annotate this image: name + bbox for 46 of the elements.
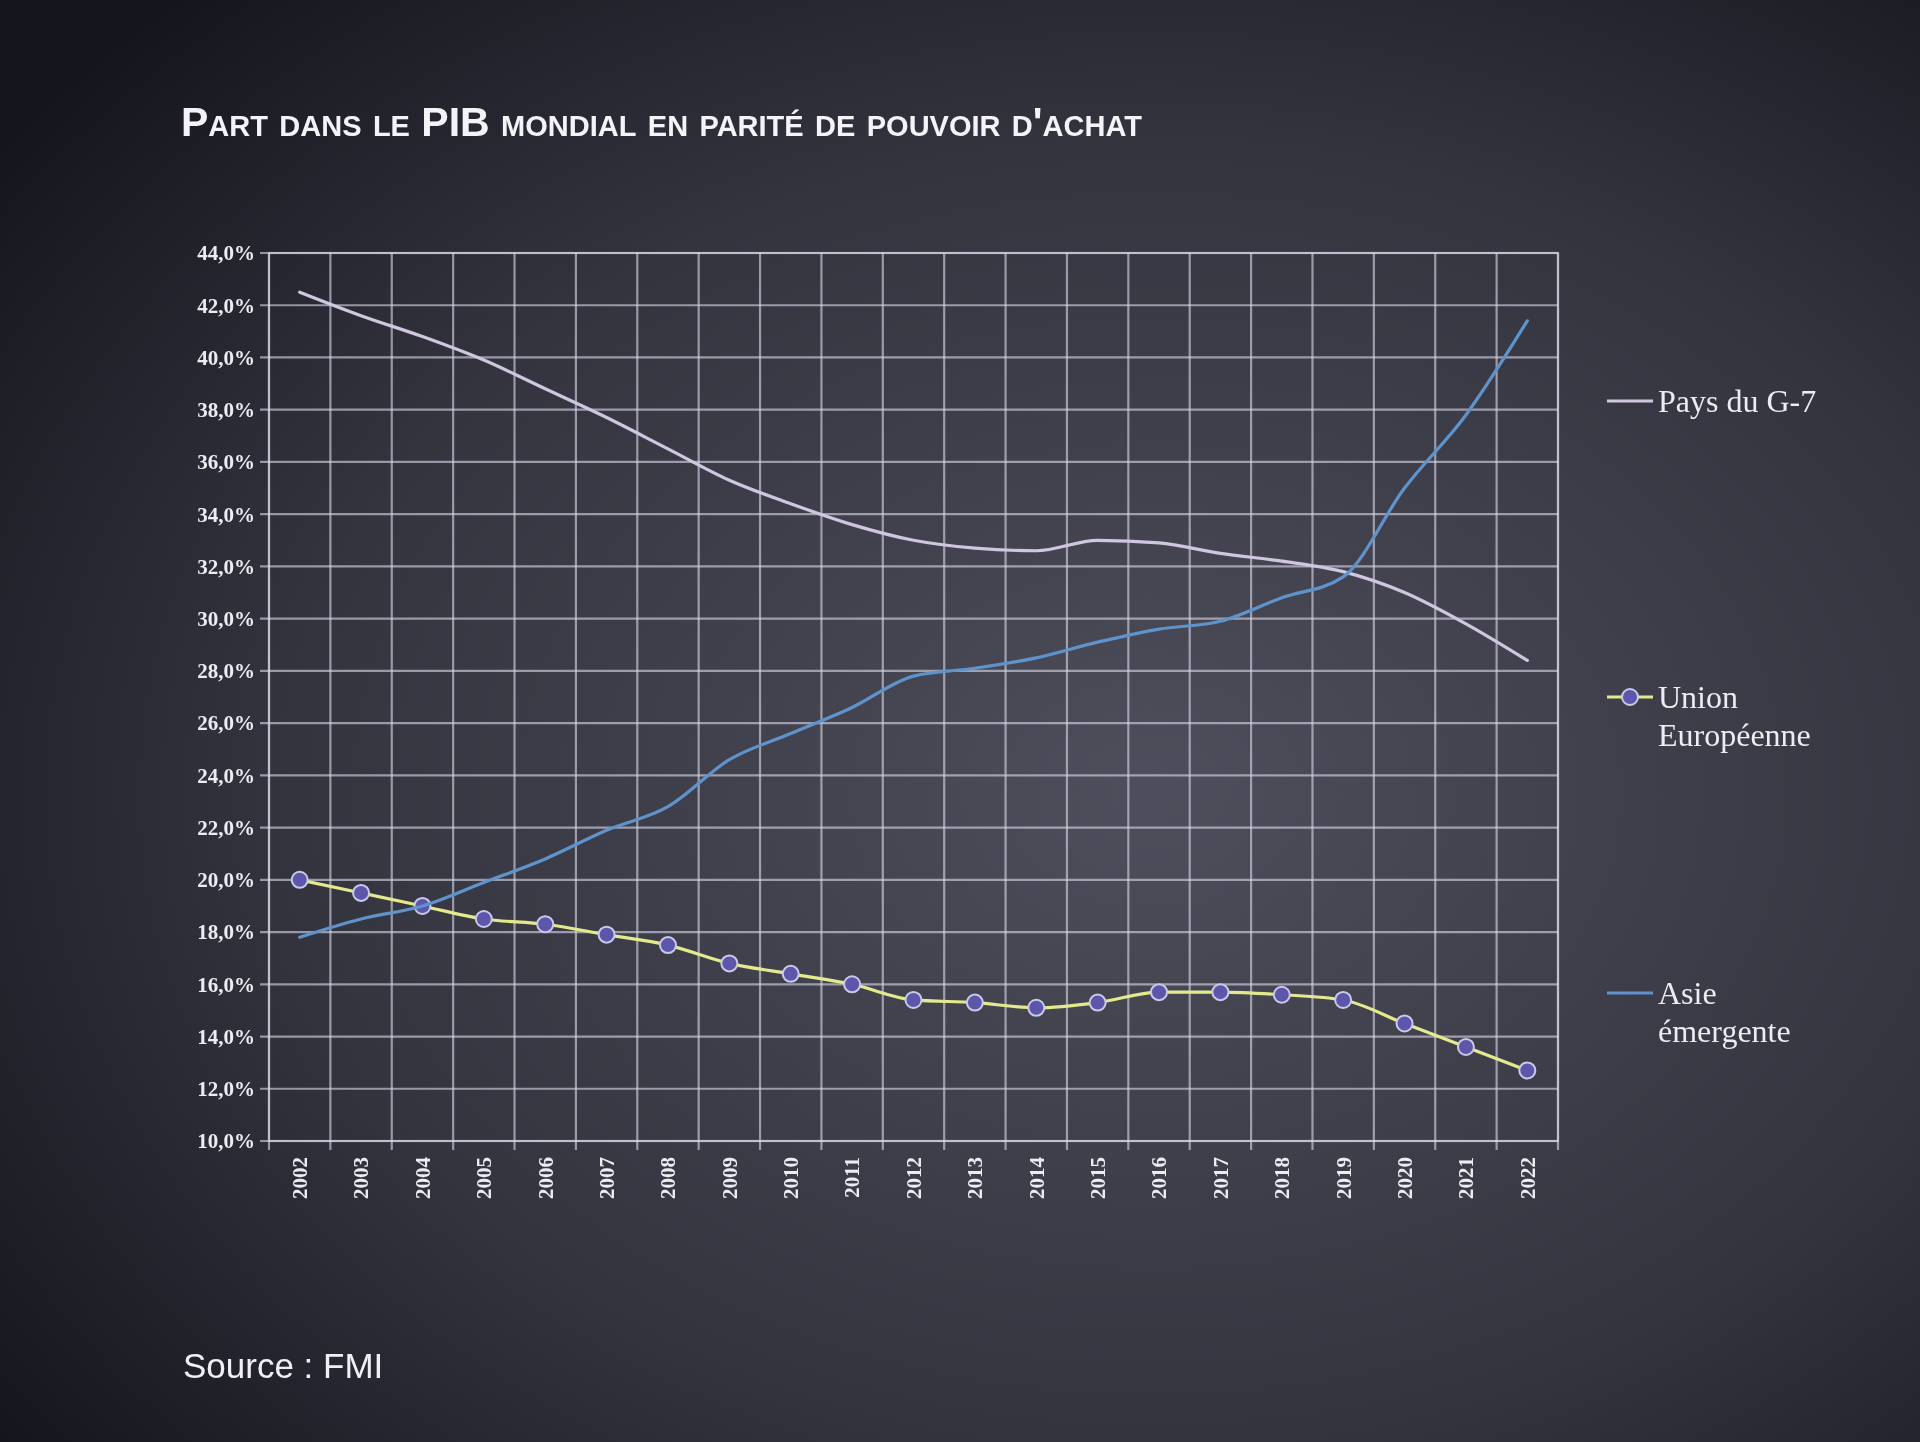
line-series <box>298 319 1529 939</box>
y-tick-label: 10,0% <box>197 1129 255 1154</box>
y-tick-label: 24,0% <box>197 763 255 788</box>
y-tick-label: 44,0% <box>197 241 255 266</box>
y-tick-label: 34,0% <box>197 502 255 527</box>
x-tick-label: 2016 <box>1147 1157 1172 1199</box>
y-tick-label: 30,0% <box>197 607 255 631</box>
x-tick-label: 2014 <box>1024 1156 1049 1199</box>
y-tick-label: 32,0% <box>197 554 255 579</box>
y-tick-label: 42,0% <box>197 293 255 318</box>
x-tick-label: 2007 <box>594 1157 619 1199</box>
x-tick-label: 2005 <box>472 1157 497 1199</box>
y-tick-label: 12,0% <box>197 1077 255 1102</box>
x-tick-label: 2022 <box>1515 1157 1540 1199</box>
x-tick-label: 2021 <box>1454 1157 1479 1199</box>
x-tick-label: 2008 <box>656 1157 681 1199</box>
x-tick-label: 2015 <box>1085 1157 1110 1199</box>
y-tick-label: 14,0% <box>197 1024 255 1049</box>
y-tick-label: 22,0% <box>197 815 255 840</box>
x-tick-label: 2003 <box>349 1157 374 1199</box>
x-tick-label: 2012 <box>901 1157 926 1199</box>
source-note: Source : FMI <box>183 1346 384 1385</box>
x-tick-label: 2018 <box>1270 1157 1295 1199</box>
y-tick-label: 26,0% <box>197 711 255 736</box>
y-tick-label: 38,0% <box>197 398 255 423</box>
chart-title: Part dans le PIB mondial en parité de pouvoir d'achat <box>181 99 1143 145</box>
legend-label: Asie émergente <box>1658 975 1791 1049</box>
x-tick-label: 2004 <box>410 1156 435 1199</box>
x-tick-label: 2002 <box>288 1157 313 1199</box>
y-tick-label: 36,0% <box>197 450 255 475</box>
x-tick-label: 2020 <box>1392 1157 1417 1199</box>
legend-label: Pays du G-7 <box>1658 383 1817 419</box>
y-tick-label: 40,0% <box>197 345 255 370</box>
y-tick-label: 28,0% <box>197 659 255 684</box>
x-tick-label: 2011 <box>840 1157 865 1198</box>
y-tick-label: 20,0% <box>197 868 255 893</box>
x-tick-label: 2009 <box>717 1157 742 1199</box>
x-tick-label: 2019 <box>1331 1157 1356 1199</box>
y-tick-label: 18,0% <box>197 920 255 945</box>
x-tick-label: 2010 <box>779 1157 804 1199</box>
x-tick-label: 2006 <box>533 1157 558 1199</box>
legend-label: Union Européenne <box>1658 679 1811 753</box>
y-tick-label: 16,0% <box>197 972 255 997</box>
x-tick-label: 2013 <box>963 1157 988 1199</box>
line-series <box>298 290 1529 663</box>
x-tick-label: 2017 <box>1208 1157 1233 1199</box>
